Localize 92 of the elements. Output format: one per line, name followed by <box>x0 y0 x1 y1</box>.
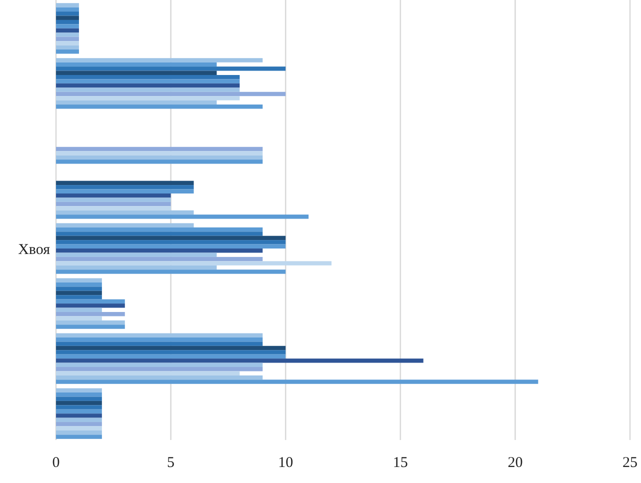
x-tick-label: 25 <box>622 455 638 471</box>
bar <box>56 104 263 109</box>
bar <box>56 227 263 232</box>
bar <box>56 70 217 75</box>
bar <box>56 388 102 392</box>
bar <box>56 324 125 329</box>
y-tick-label: Хвоя <box>18 242 50 258</box>
bar <box>56 312 125 316</box>
bar <box>56 430 102 435</box>
bar <box>56 354 286 359</box>
bar <box>56 79 240 84</box>
bar <box>56 299 125 304</box>
bar <box>56 45 79 50</box>
bar <box>56 434 102 439</box>
bar <box>56 286 102 291</box>
bar <box>56 92 286 96</box>
bar <box>56 396 102 401</box>
bar <box>56 155 263 160</box>
x-tick-label: 5 <box>167 455 175 471</box>
bar <box>56 265 217 270</box>
bar <box>56 350 286 354</box>
bar <box>56 146 263 152</box>
bar <box>56 308 102 312</box>
bar <box>56 32 79 37</box>
bar <box>56 96 240 100</box>
bar <box>56 400 102 406</box>
bar <box>56 223 194 228</box>
bar <box>56 358 424 363</box>
bar <box>56 346 286 350</box>
bar <box>56 160 263 164</box>
bar <box>56 3 79 8</box>
bar <box>56 244 286 249</box>
bar <box>56 367 263 372</box>
bar <box>56 100 217 105</box>
bar <box>56 316 102 320</box>
bar <box>56 422 102 426</box>
bar <box>56 240 286 244</box>
bar <box>56 210 194 215</box>
bar <box>56 295 102 300</box>
bar <box>56 320 125 325</box>
bar <box>56 248 263 253</box>
bar <box>56 83 240 88</box>
bar <box>56 337 263 342</box>
bar <box>56 236 286 240</box>
bar <box>56 333 263 338</box>
bar <box>56 342 263 346</box>
bar <box>56 380 538 384</box>
bar <box>56 7 79 12</box>
bar <box>56 232 263 236</box>
bar <box>56 180 194 186</box>
bar <box>56 261 332 266</box>
bar <box>56 24 79 28</box>
bar <box>56 198 171 202</box>
x-tick-label: 15 <box>392 455 408 471</box>
bar <box>56 193 171 198</box>
bar <box>56 304 125 308</box>
bar <box>56 202 171 206</box>
bar <box>56 362 263 367</box>
bar <box>56 28 79 33</box>
bar <box>56 278 102 282</box>
bar <box>56 375 263 380</box>
bar <box>56 270 286 274</box>
bar <box>56 371 240 376</box>
bar <box>56 426 102 430</box>
bar <box>56 189 194 194</box>
x-tick-label: 0 <box>52 455 60 471</box>
bar <box>56 41 79 46</box>
bar <box>56 16 79 20</box>
bar <box>56 405 102 410</box>
bar <box>56 214 309 219</box>
bar <box>56 256 263 262</box>
bar <box>56 75 240 80</box>
x-tick-label: 10 <box>278 455 294 471</box>
bar <box>56 392 102 397</box>
bar <box>56 206 171 210</box>
bar <box>56 88 240 92</box>
bar <box>56 151 263 156</box>
bar <box>56 36 79 42</box>
bar <box>56 20 79 24</box>
bar <box>56 12 79 16</box>
bar <box>56 58 263 62</box>
bar <box>56 414 102 418</box>
bar <box>56 290 102 296</box>
bar <box>56 66 286 71</box>
x-tick-label: 20 <box>508 455 523 471</box>
bar <box>56 62 217 67</box>
bar <box>56 50 79 54</box>
bar <box>56 418 102 422</box>
bar <box>56 252 217 257</box>
bar <box>56 185 194 190</box>
bar <box>56 282 102 287</box>
bar <box>56 409 102 414</box>
